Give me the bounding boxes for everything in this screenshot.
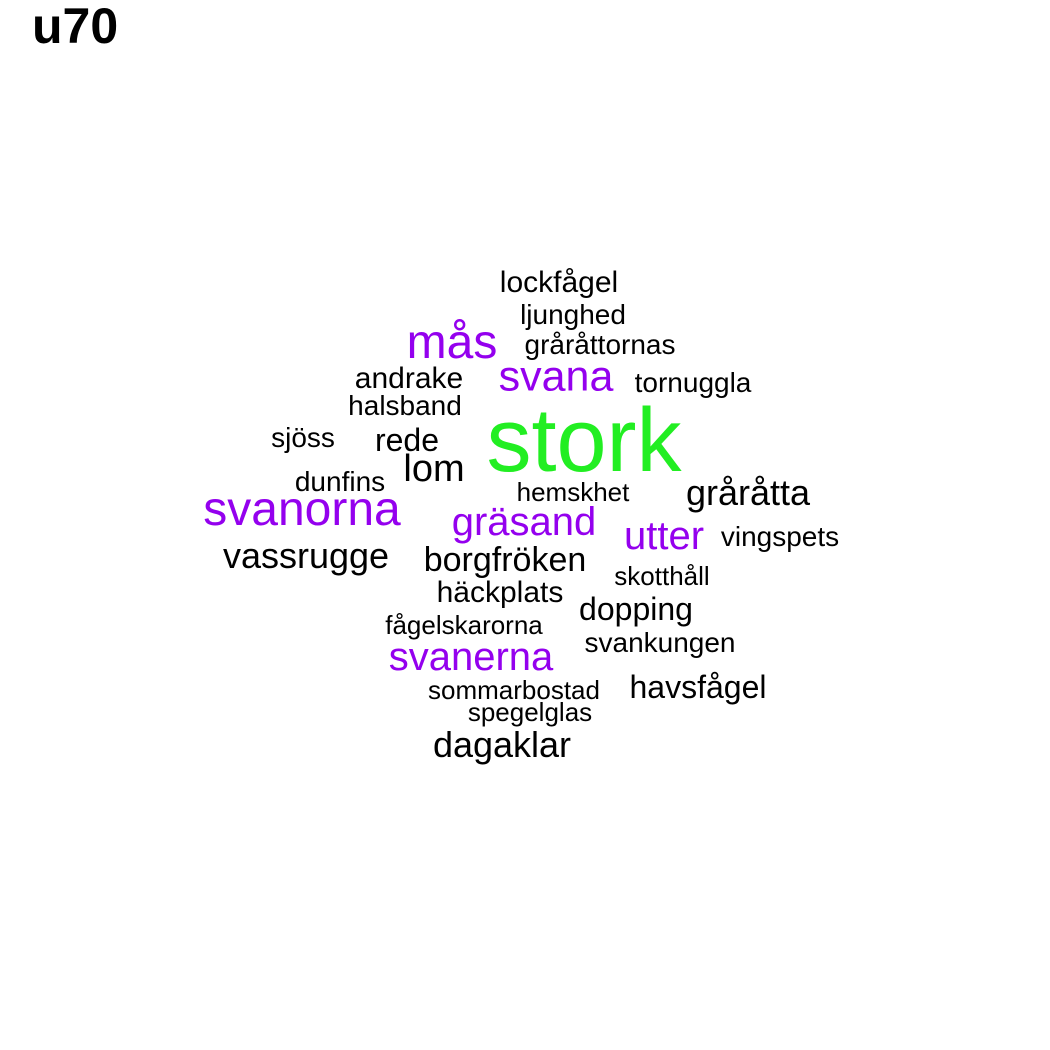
word-graratta: gråråtta [685,472,811,513]
word-sjoss: sjöss [271,422,335,453]
word-borgfroken: borgfröken [423,541,587,579]
word-utter: utter [623,514,705,558]
word-ljunghed: ljunghed [520,299,626,330]
word-grasand: gräsand [451,500,597,544]
word-dopping: dopping [579,591,693,627]
word-halsband: halsband [348,390,462,421]
page-title: u70 [32,0,119,54]
word-grarattornas: gråråttornas [524,329,676,360]
word-dagaklar: dagaklar [432,724,572,765]
word-havsfagel: havsfågel [629,669,767,705]
word-tornuggla: tornuggla [634,367,752,398]
word-rede: rede [374,422,440,458]
word-svankungen: svankungen [584,627,736,658]
word-stork: stork [486,391,682,491]
word-fagelskarorna: fågelskarorna [385,610,543,640]
word-hackplats: häckplats [436,576,564,609]
word-lom: lom [403,448,465,490]
word-svanerna: svanerna [388,635,554,679]
word-sommarbostad: sommarbostad [428,675,600,705]
word-vassrugge: vassrugge [222,535,390,576]
word-mas: mås [406,316,498,369]
word-spegelglas: spegelglas [467,697,593,727]
word-vingspets: vingspets [720,521,840,552]
word-hemskhet: hemskhet [516,477,630,507]
word-skotthall: skotthåll [614,561,710,591]
word-svana: svana [498,352,614,401]
word-svanorna: svanorna [203,483,401,536]
word-lockfagel: lockfågel [499,266,619,299]
word-andrake: andrake [354,362,464,395]
word-dunfins: dunfins [294,466,386,497]
